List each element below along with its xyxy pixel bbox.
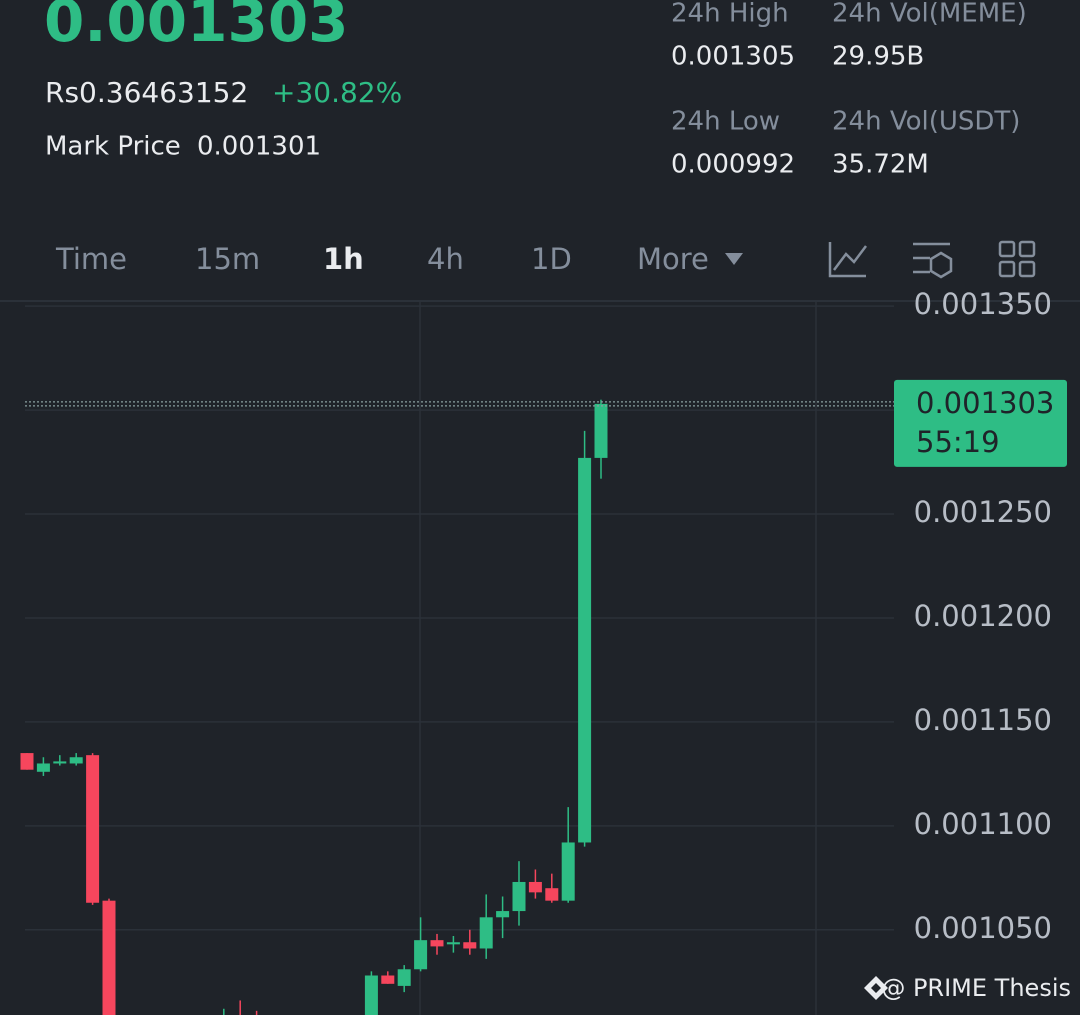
- candle-body: [463, 942, 477, 949]
- stat-value: 0.001305: [671, 42, 795, 72]
- y-tick-label: 0.001150: [914, 703, 1052, 737]
- stat-value: 0.000992: [671, 150, 795, 180]
- candle-body: [561, 842, 575, 901]
- candle-body: [20, 753, 34, 770]
- candle-body: [545, 888, 559, 901]
- candle-body: [512, 881, 526, 912]
- timeframe-tab[interactable]: 1D: [531, 242, 572, 276]
- candle-body: [430, 940, 444, 947]
- price-change: +30.82%: [272, 76, 402, 109]
- y-tick-label: 0.001100: [914, 807, 1052, 841]
- candle-body: [479, 917, 493, 949]
- price-tag-countdown: 55:19: [916, 425, 1000, 459]
- stat-label: 24h High: [671, 0, 789, 29]
- stat-value: 35.72M: [832, 150, 929, 180]
- watermark-logo: [864, 976, 888, 1000]
- candle-body: [414, 940, 428, 970]
- mark-price-label: Mark Price: [45, 132, 181, 162]
- candle-body: [528, 881, 542, 893]
- timeframe-tab[interactable]: Time: [55, 242, 127, 276]
- stat-label: 24h Low: [671, 107, 780, 137]
- dropdown-arrow[interactable]: [725, 253, 743, 265]
- stat-label: 24h Vol(USDT): [832, 107, 1020, 137]
- y-tick-label: 0.001200: [914, 599, 1052, 633]
- candle-body: [594, 403, 608, 458]
- fiat-price: Rs0.36463152: [45, 76, 248, 109]
- last-price: 0.001303: [44, 0, 349, 55]
- candle-body: [69, 757, 83, 764]
- timeframe-tab[interactable]: More: [637, 242, 709, 276]
- candle-body: [496, 911, 510, 918]
- watermark: @ PRIME Thesis: [864, 974, 1071, 1002]
- candle-body: [102, 900, 116, 1015]
- stat-value: 29.95B: [832, 42, 924, 72]
- y-tick-label: 0.001050: [914, 911, 1052, 945]
- candle-body: [53, 761, 67, 764]
- candle-body: [397, 969, 411, 986]
- candle-body: [364, 975, 378, 1015]
- timeframe-tab[interactable]: 1h: [323, 242, 364, 276]
- candle-body: [36, 763, 50, 772]
- stat-label: 24h Vol(MEME): [832, 0, 1027, 29]
- candle-body: [578, 457, 592, 843]
- watermark-text: @ PRIME Thesis: [881, 974, 1071, 1002]
- y-tick-label: 0.001250: [914, 495, 1052, 529]
- candle-body: [446, 942, 460, 945]
- candle-body: [86, 755, 100, 903]
- candle-body: [381, 975, 395, 984]
- mark-price: 0.001301: [197, 132, 321, 162]
- price-tag: [894, 379, 1067, 467]
- y-tick-label: 0.001350: [914, 287, 1052, 321]
- timeframe-tab[interactable]: 15m: [195, 242, 260, 276]
- chart-tools[interactable]: [828, 240, 1036, 279]
- timeframe-tab[interactable]: 4h: [427, 242, 464, 276]
- price-tag-value: 0.001303: [916, 386, 1054, 420]
